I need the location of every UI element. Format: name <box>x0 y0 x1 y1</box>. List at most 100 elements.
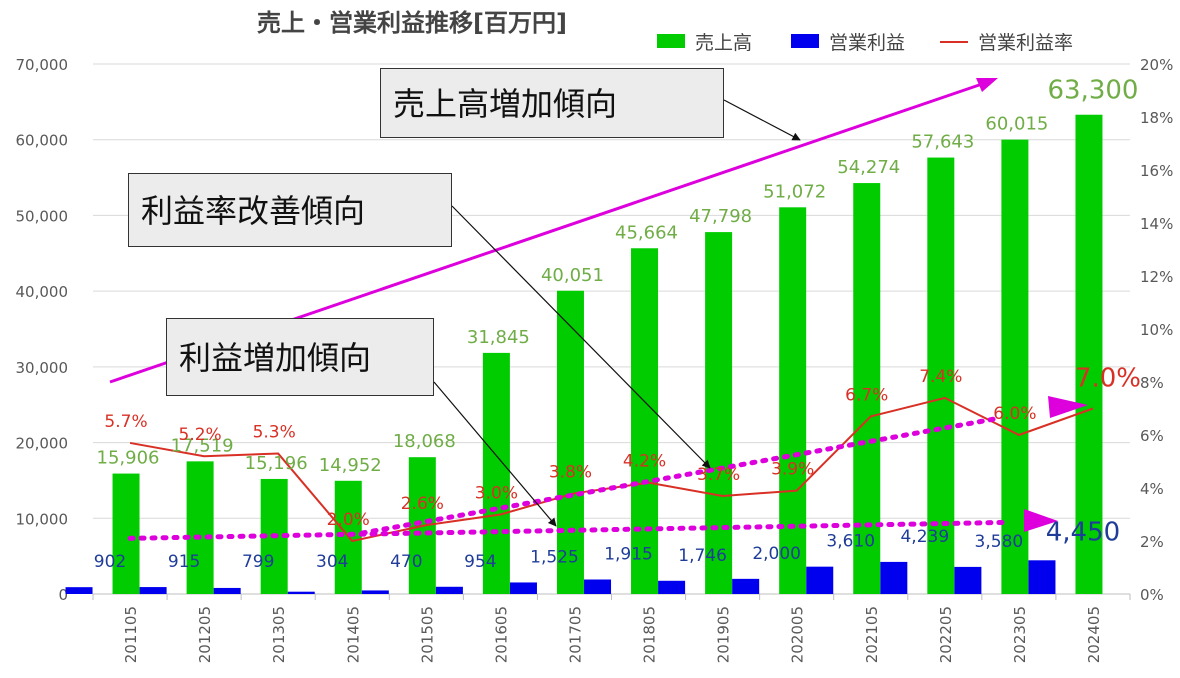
x-tick-label: 201505 <box>418 606 436 663</box>
trend-rate <box>359 416 997 536</box>
x-tick-label: 201105 <box>122 606 140 663</box>
data-label-sales: 63,300 <box>1047 76 1138 106</box>
data-label-rate: 6.7% <box>845 385 888 405</box>
bar-sales <box>556 290 584 594</box>
legend-label: 売上高 <box>695 32 752 54</box>
bar-sales <box>1075 114 1103 594</box>
bar-sales <box>631 248 659 594</box>
bar-profit <box>954 566 982 594</box>
y-left-tick-label: 70,000 <box>16 56 69 74</box>
y-left-tick-label: 20,000 <box>16 435 69 453</box>
data-label-profit: 3,610 <box>826 532 875 552</box>
x-tick-label: 202305 <box>1011 606 1029 663</box>
bar-profit <box>1028 560 1056 594</box>
data-label-profit: 902 <box>94 552 126 572</box>
data-label-profit: 915 <box>168 552 200 572</box>
bar-profit <box>361 590 389 594</box>
data-label-sales: 17,519 <box>171 435 234 456</box>
y-left-tick-label: 40,000 <box>16 283 69 301</box>
data-label-sales: 18,068 <box>393 431 456 452</box>
data-label-sales: 51,072 <box>763 181 826 202</box>
y-right-tick-label: 6% <box>1140 427 1164 445</box>
bar-profit <box>435 586 463 594</box>
y-right-tick-label: 20% <box>1140 56 1173 74</box>
bar-profit <box>658 580 686 594</box>
data-label-rate: 2.0% <box>327 510 370 530</box>
data-label-sales: 31,845 <box>467 327 530 348</box>
legend: 売上高 営業利益 営業利益率 <box>657 32 1073 54</box>
data-label-rate: 4.2% <box>623 452 666 472</box>
y-right-tick-label: 0% <box>1140 586 1164 604</box>
data-label-sales: 15,196 <box>245 453 308 474</box>
bar-profit <box>584 579 612 594</box>
bar-sales <box>927 157 955 594</box>
x-tick-label: 202105 <box>863 606 881 663</box>
arrow-sales-callout <box>723 99 801 141</box>
y-left-tick-label: 60,000 <box>16 132 69 150</box>
callout-arrows <box>433 99 801 527</box>
data-label-sales: 60,015 <box>985 114 1048 135</box>
arrow-profit-callout <box>433 381 557 527</box>
legend-label: 営業利益 <box>829 32 905 54</box>
data-label-sales: 47,798 <box>689 206 752 227</box>
data-label-rate: 2.6% <box>401 494 444 514</box>
bar-sales <box>186 461 214 594</box>
callout-sales-trend: 売上高増加傾向 <box>380 68 724 138</box>
data-label-sales: 45,664 <box>615 222 678 243</box>
data-label-rate: 5.3% <box>253 423 296 443</box>
legend-swatch-sales <box>657 34 685 48</box>
axes: 0 10,000 20,000 30,000 40,000 50,000 60,000 70,… <box>16 56 1174 663</box>
y-right-tick-label: 4% <box>1140 480 1164 498</box>
callout-profit-trend: 利益増加傾向 <box>166 318 434 396</box>
data-label-rate: 6.0% <box>993 404 1036 424</box>
data-label-rate: 5.2% <box>179 425 222 445</box>
data-label-profit: 4,450 <box>1046 517 1120 547</box>
y-right-tick-label: 18% <box>1140 109 1173 127</box>
y-left-tick-label: 30,000 <box>16 359 69 377</box>
x-tick-label: 201805 <box>641 606 659 663</box>
data-label-rate: 3.8% <box>549 462 592 482</box>
data-label-rate: 7.4% <box>919 367 962 387</box>
x-tick-label: 201605 <box>492 606 510 663</box>
data-label-rate: 3.0% <box>475 484 518 504</box>
bar-profit <box>287 591 315 594</box>
x-tick-label: 202205 <box>937 606 955 663</box>
data-label-sales: 15,906 <box>97 448 160 469</box>
bar-profit <box>65 587 93 594</box>
data-label-sales: 40,051 <box>541 265 604 286</box>
bar-profit <box>806 566 834 594</box>
trend-profit-arrowhead <box>1024 509 1058 532</box>
bar-profit <box>139 587 167 594</box>
trend-profit <box>127 519 1007 541</box>
data-label-profit: 470 <box>390 552 422 572</box>
bar-sales <box>705 232 733 594</box>
callout-rate-trend: 利益率改善傾向 <box>128 173 452 247</box>
trend-rate-arrowhead <box>1048 396 1088 418</box>
x-tick-label: 201205 <box>196 606 214 663</box>
data-label-profit: 799 <box>242 552 274 572</box>
y-right-tick-label: 12% <box>1140 268 1173 286</box>
arrow-rate-callout <box>451 205 711 469</box>
y-left-tick-label: 0 <box>58 586 68 604</box>
bar-sales <box>482 352 510 594</box>
x-tick-label: 202005 <box>789 606 807 663</box>
data-label-rate: 3.9% <box>771 460 814 480</box>
legend-swatch-profit <box>791 34 819 48</box>
y-right-tick-label: 10% <box>1140 321 1173 339</box>
data-label-profit: 3,580 <box>975 532 1024 552</box>
data-label-sales: 57,643 <box>911 132 974 153</box>
y-right-tick-label: 14% <box>1140 215 1173 233</box>
x-tick-label: 201305 <box>270 606 288 663</box>
y-left-tick-label: 50,000 <box>16 207 69 225</box>
data-label-sales: 54,274 <box>837 157 900 178</box>
x-tick-label: 202405 <box>1085 606 1103 663</box>
data-label-rate: 5.7% <box>104 412 147 432</box>
y-right-tick-label: 16% <box>1140 162 1173 180</box>
data-labels: 15,906 17,519 15,196 14,952 18,068 31,845 40,0… <box>94 76 1141 572</box>
legend-label: 営業利益率 <box>978 32 1073 54</box>
x-tick-label: 201405 <box>344 606 362 663</box>
y-right-tick-label: 8% <box>1140 374 1164 392</box>
data-label-profit: 1,525 <box>530 547 579 567</box>
bar-sales <box>112 473 140 594</box>
data-label-profit: 4,239 <box>900 527 949 547</box>
